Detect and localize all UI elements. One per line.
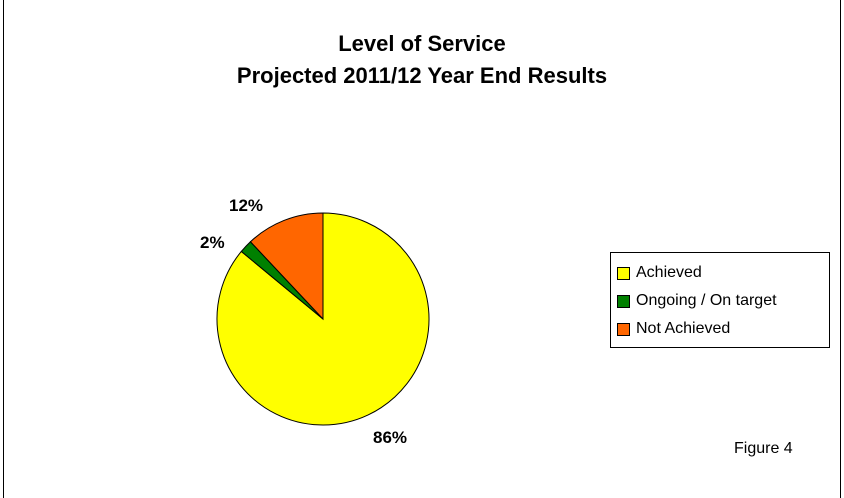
slice-label-not-achieved: 12% <box>229 196 264 215</box>
figure-caption: Figure 4 <box>734 440 793 457</box>
legend-label-achieved: Achieved <box>636 264 702 281</box>
pie-slice-not-achieved <box>249 212 324 321</box>
legend-label-not-achieved: Not Achieved <box>636 320 731 337</box>
legend-swatch-ongoing <box>617 294 630 308</box>
chart-legend: Achieved Ongoing / On target Not Achieve… <box>610 252 830 348</box>
legend-swatch-not-achieved <box>617 322 630 336</box>
legend-swatch-achieved <box>617 266 630 280</box>
legend-label-ongoing: Ongoing / On target <box>636 292 777 309</box>
legend-item-ongoing: Ongoing / On target <box>617 287 829 315</box>
chart-title: Level of Service Projected 2011/12 Year … <box>0 28 844 92</box>
slice-label-achieved: 86% <box>373 428 408 447</box>
legend-item-achieved: Achieved <box>617 259 829 287</box>
chart-frame <box>3 0 841 498</box>
slice-label-ongoing: 2% <box>200 233 225 252</box>
chart-title-line-1: Level of Service <box>338 31 506 56</box>
legend-item-not-achieved: Not Achieved <box>617 315 829 343</box>
chart-title-line-2: Projected 2011/12 Year End Results <box>236 63 608 88</box>
